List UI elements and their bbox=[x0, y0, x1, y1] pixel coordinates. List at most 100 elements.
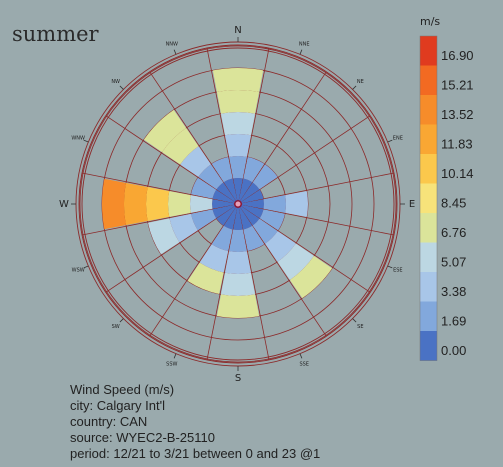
wedge-segment bbox=[168, 191, 191, 217]
wedge-segment bbox=[212, 68, 264, 92]
wedge-segment bbox=[145, 186, 170, 222]
legend-title: m/s bbox=[420, 15, 440, 28]
wedge-segment bbox=[238, 178, 253, 201]
direction-label-wsw: WSW bbox=[72, 268, 85, 274]
info-source: source: WYEC2-B-25110 bbox=[70, 430, 215, 445]
direction-tick bbox=[387, 139, 393, 143]
direction-tick bbox=[299, 49, 303, 55]
wedge-segment bbox=[252, 218, 278, 244]
direction-tick bbox=[119, 318, 124, 323]
wedge-segment bbox=[212, 199, 235, 209]
wedge-segment bbox=[191, 177, 217, 199]
direction-label-s: S bbox=[235, 373, 241, 384]
wedge-segment bbox=[241, 199, 264, 209]
direction-tick bbox=[387, 265, 393, 269]
direction-tick bbox=[299, 353, 303, 359]
grid-spoke bbox=[237, 203, 327, 337]
direction-label-w: W bbox=[59, 199, 69, 210]
wedge-segment bbox=[190, 195, 213, 213]
legend-tick-label: 6.76 bbox=[441, 225, 466, 240]
direction-label-nw: NW bbox=[111, 79, 120, 85]
grid-spoke bbox=[237, 203, 270, 361]
legend-frame bbox=[419, 35, 438, 361]
grid-spoke bbox=[149, 71, 239, 205]
wedge-segment bbox=[143, 109, 187, 153]
outer-ring bbox=[78, 44, 398, 364]
wedge-segment bbox=[211, 157, 233, 183]
wedge-segment bbox=[198, 164, 224, 190]
color-legend: m/s 16.90 15.21 13.52 11.83 10.14 8.45 6.76 5.07… bbox=[419, 15, 474, 361]
wind-wedges bbox=[102, 68, 333, 318]
direction-tick bbox=[352, 318, 357, 323]
wedge-segment bbox=[229, 229, 247, 252]
wedge-segment bbox=[187, 262, 224, 295]
direction-tick bbox=[119, 85, 124, 90]
direction-tick bbox=[83, 139, 89, 143]
wedge-segment bbox=[169, 213, 198, 243]
wedge-segment bbox=[216, 206, 236, 226]
grid-spoke bbox=[81, 172, 239, 205]
wedge-segment bbox=[216, 90, 260, 114]
grid-spoke bbox=[149, 203, 239, 337]
wedge-segment bbox=[263, 195, 286, 213]
wedge-segment bbox=[277, 243, 314, 280]
wedge-segment bbox=[240, 182, 260, 202]
direction-label-n: N bbox=[234, 25, 241, 36]
wedge-segment bbox=[223, 207, 238, 230]
wedge-segment bbox=[216, 294, 260, 318]
grid-spoke bbox=[237, 172, 395, 205]
wedge-segment bbox=[212, 189, 235, 204]
direction-label-ne: NE bbox=[357, 79, 364, 85]
direction-label-se: SE bbox=[357, 324, 363, 330]
legend-tick-label: 0.00 bbox=[441, 343, 466, 358]
direction-tick bbox=[173, 353, 177, 359]
wedge-segment bbox=[162, 128, 199, 165]
legend-swatch bbox=[420, 242, 437, 273]
legend-tick-label: 3.38 bbox=[441, 284, 466, 299]
wedge-segment bbox=[147, 218, 180, 255]
wedge-segment bbox=[191, 209, 217, 231]
direction-tick bbox=[83, 265, 89, 269]
legend-tick-label: 10.14 bbox=[441, 166, 474, 181]
wedge-segment bbox=[289, 255, 333, 299]
legend-tick-label: 8.45 bbox=[441, 196, 466, 211]
legend-swatch bbox=[420, 154, 437, 184]
wedge-segment bbox=[180, 146, 211, 177]
legend-swatch bbox=[420, 36, 437, 66]
legend-swatch bbox=[420, 213, 437, 243]
legend-swatch bbox=[420, 65, 437, 96]
grid-spoke bbox=[105, 203, 239, 293]
grid-spoke bbox=[237, 203, 371, 293]
direction-label-ene: ENE bbox=[393, 135, 403, 141]
direction-label-wnw: WNW bbox=[71, 135, 85, 141]
legend-tick-label: 5.07 bbox=[441, 255, 466, 270]
grid-spoke bbox=[237, 203, 395, 236]
legend-swatch bbox=[420, 272, 437, 302]
legend-tick-label: 16.90 bbox=[441, 48, 474, 63]
wedge-segment bbox=[259, 209, 285, 231]
wedge-segment bbox=[102, 178, 126, 230]
wedge-segment bbox=[285, 191, 309, 217]
direction-label-sse: SSE bbox=[299, 361, 309, 367]
center-highlight bbox=[235, 201, 241, 207]
grid-spoke bbox=[206, 47, 239, 205]
info-heading: Wind Speed (m/s) bbox=[70, 382, 175, 397]
direction-label-nnw: NNW bbox=[166, 42, 178, 48]
wedge-segment bbox=[233, 177, 243, 201]
legend-swatch bbox=[420, 183, 437, 214]
legend-swatch bbox=[420, 95, 437, 125]
wedge-segment bbox=[241, 189, 264, 204]
legend-tick-label: 11.83 bbox=[441, 137, 473, 152]
legend-swatch bbox=[420, 331, 437, 361]
grid-ring bbox=[79, 45, 397, 363]
grid-spoke bbox=[237, 115, 371, 205]
wedge-segment bbox=[211, 225, 233, 251]
legend-swatch bbox=[420, 301, 437, 332]
wedge-segment bbox=[238, 207, 253, 230]
info-period: period: 12/21 to 3/21 between 0 and 23 @… bbox=[70, 446, 321, 461]
info-city: city: Calgary Int'l bbox=[70, 398, 165, 413]
direction-labels: N NNE NE ENE E ESE SE SSE S SSW SW WSW W WNW NW NNW bbox=[59, 25, 415, 384]
wedge-segment bbox=[216, 182, 236, 202]
